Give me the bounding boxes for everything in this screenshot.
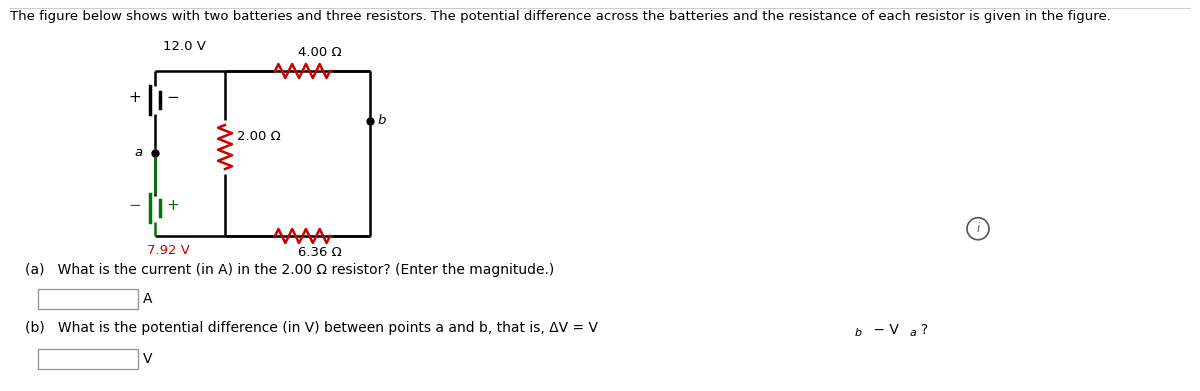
FancyBboxPatch shape [38,349,138,369]
Text: a: a [134,147,143,160]
Text: i: i [977,222,979,235]
Text: 4.00 Ω: 4.00 Ω [298,46,341,59]
Text: The figure below shows with two batteries and three resistors. The potential dif: The figure below shows with two batterie… [10,10,1111,23]
Text: V: V [143,352,152,366]
Text: a: a [910,328,917,338]
Text: b: b [378,115,386,127]
Text: +: + [128,90,142,106]
FancyBboxPatch shape [38,289,138,309]
Text: −: − [128,199,142,213]
Text: 2.00 Ω: 2.00 Ω [238,131,281,143]
Text: A: A [143,292,152,306]
Text: b: b [854,328,862,338]
Text: ?: ? [922,323,929,337]
Text: 7.92 V: 7.92 V [148,244,190,257]
Text: +: + [167,199,179,213]
Text: 6.36 Ω: 6.36 Ω [298,246,341,259]
Text: −: − [167,90,179,106]
Text: 12.0 V: 12.0 V [163,40,206,53]
Text: − V: − V [869,323,899,337]
Text: (a)   What is the current (in A) in the 2.00 Ω resistor? (Enter the magnitude.): (a) What is the current (in A) in the 2.… [25,263,554,277]
Text: (b)   What is the potential difference (in V) between points a and b, that is, Δ: (b) What is the potential difference (in… [25,321,598,335]
